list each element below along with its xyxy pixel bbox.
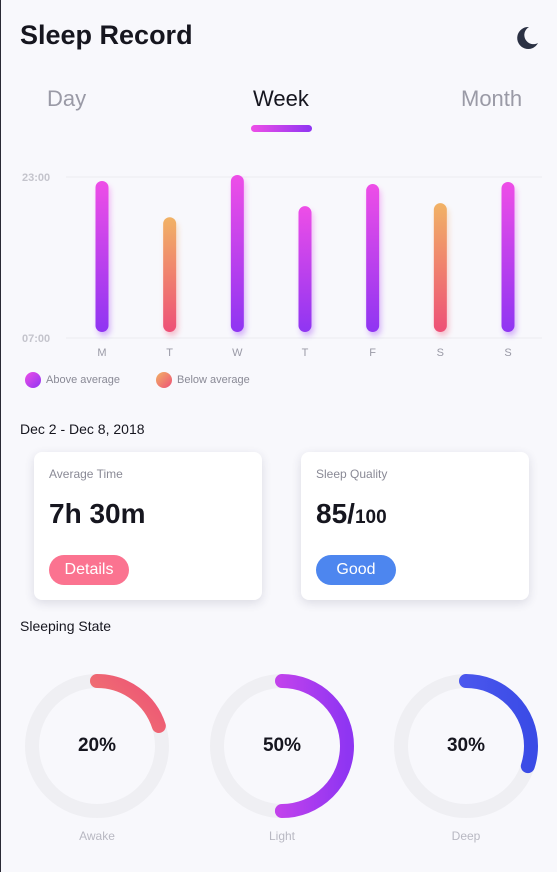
y-tick-label: 23:00 [22,172,50,184]
x-tick-label: W [232,347,243,359]
light-label: Light [268,829,296,843]
sleep-bar-2[interactable] [230,174,244,332]
legend-item-above: Above average [25,372,120,388]
sleeping-state-title: Sleeping State [20,618,112,634]
light-percent: 50% [262,735,302,756]
sleep-bar-5[interactable] [433,203,447,332]
sleep-quality-card: Sleep Quality 85/100 Good [301,452,529,600]
date-range: Dec 2 - Dec 8, 2018 [20,421,145,437]
legend-swatch-above [25,372,41,388]
legend-swatch-below [156,372,172,388]
quality-rating-button[interactable]: Good [316,555,396,585]
awake-ring-arc [25,674,169,818]
deep-percent: 30% [446,735,486,756]
awake-label: Awake [79,829,115,843]
average-time-value: 7h 30m [49,498,146,529]
y-tick-label: 07:00 [22,333,50,345]
average-time-label: Average Time [49,467,123,481]
period-tabs: Day Week Month [0,86,557,136]
legend-label-below: Below average [177,374,250,386]
awake-ring: 20% [23,672,171,820]
deep-ring: 30% [392,672,540,820]
page-title: Sleep Record [20,20,193,50]
sleep-bar-1[interactable] [163,217,177,332]
frame-edge [0,0,1,872]
x-tick-label: T [302,347,309,359]
deep-ring-arc [394,674,538,818]
x-tick-label: S [504,347,511,359]
sleep-quality-label: Sleep Quality [316,467,388,481]
sleep-quality-score: 85/ [316,498,355,529]
sleep-bar-3[interactable] [298,206,312,332]
tab-month[interactable]: Month [461,86,523,111]
sleep-bar-0[interactable] [95,181,109,332]
deep-label: Deep [451,829,481,843]
weekly-sleep-chart: 23:00 07:00 M T W T F S S [22,172,542,359]
light-ring-arc [210,674,354,818]
sleep-bar-6[interactable] [501,182,515,332]
x-tick-label: S [437,347,444,359]
average-time-card: Average Time 7h 30m Details [34,452,262,600]
details-button[interactable]: Details [49,555,129,585]
light-ring: 50% [208,672,356,820]
legend-item-below: Below average [156,372,250,388]
tab-day[interactable]: Day [47,86,87,111]
sleep-quality-max: 100 [354,507,387,528]
active-tab-indicator [251,125,312,132]
x-tick-label: T [166,347,173,359]
awake-percent: 20% [77,735,117,756]
legend-label-above: Above average [46,374,120,386]
sleep-bar-4[interactable] [366,184,380,332]
x-tick-label: M [97,347,106,359]
x-tick-label: F [369,347,376,359]
moon-icon[interactable] [512,24,540,52]
tab-week[interactable]: Week [253,86,309,111]
chart-legend: Above average Below average [0,372,557,392]
sleep-quality-value: 85/100 [316,498,387,530]
